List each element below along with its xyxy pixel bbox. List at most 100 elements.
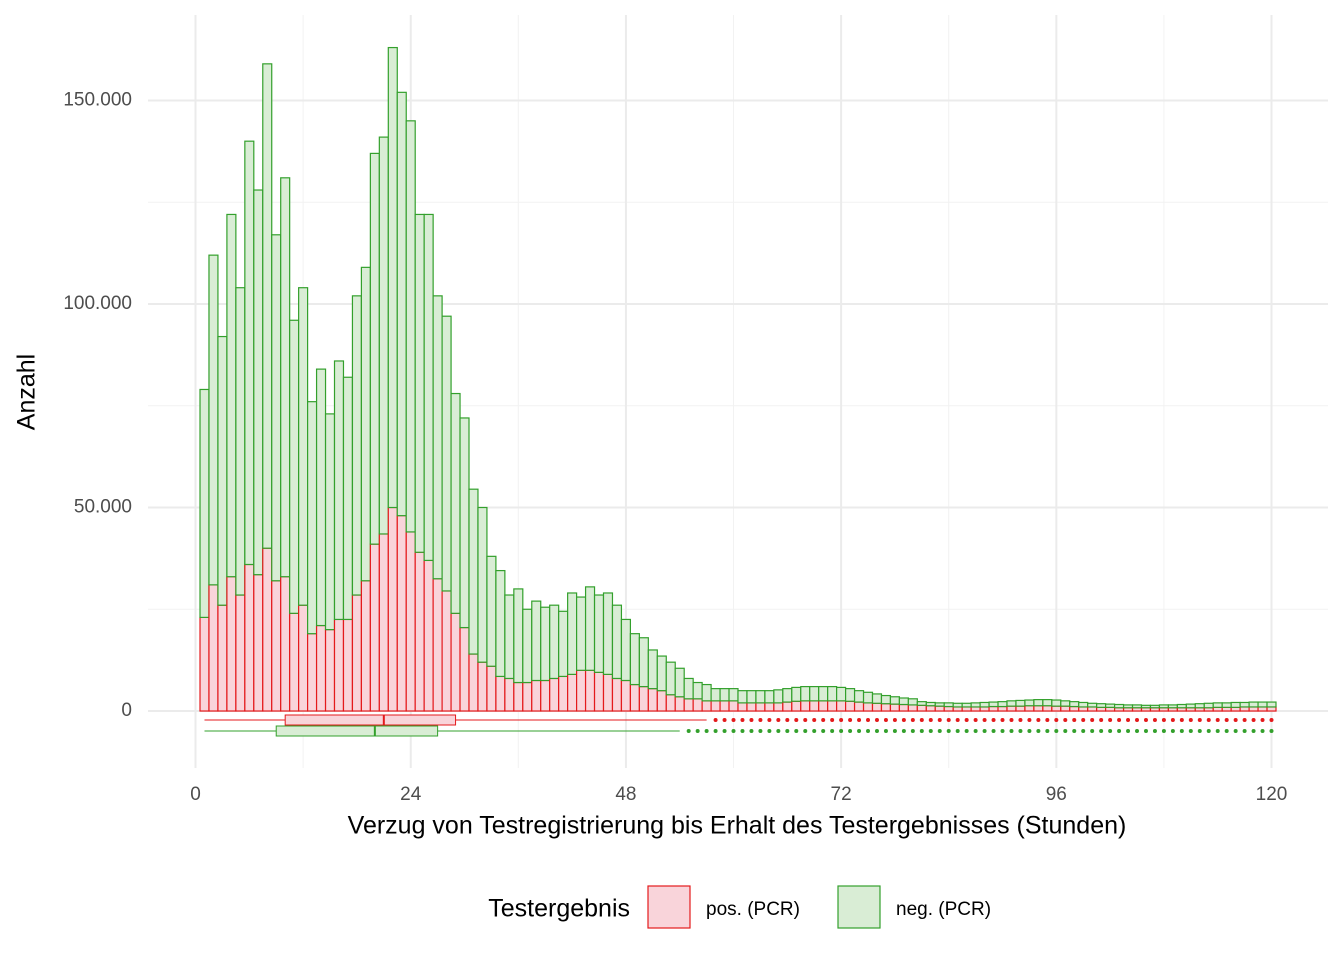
bar xyxy=(1096,703,1107,708)
outlier xyxy=(928,729,933,733)
outlier xyxy=(722,718,727,722)
bar xyxy=(289,319,300,614)
bar xyxy=(710,688,721,702)
y-tick-label: 100.000 xyxy=(63,293,132,314)
bar xyxy=(531,679,542,712)
outlier xyxy=(1027,718,1032,722)
outlier xyxy=(1009,729,1014,733)
x-tick-label: 120 xyxy=(1256,784,1288,805)
bar xyxy=(602,673,614,712)
outlier xyxy=(928,718,933,722)
outlier xyxy=(1063,729,1068,733)
outlier xyxy=(892,718,897,722)
outlier xyxy=(892,729,897,733)
bar xyxy=(809,700,820,712)
bar xyxy=(289,612,300,712)
bar xyxy=(405,531,416,712)
outlier xyxy=(1117,718,1122,722)
outlier xyxy=(1233,729,1238,733)
outlier xyxy=(1269,718,1274,722)
bar xyxy=(432,295,443,580)
outlier xyxy=(1179,718,1184,722)
outlier xyxy=(1036,729,1041,733)
x-tick-label: 24 xyxy=(400,784,422,805)
bar xyxy=(674,667,685,698)
outlier xyxy=(1251,729,1256,733)
outlier xyxy=(1108,718,1113,722)
bar xyxy=(342,618,354,712)
bar xyxy=(620,618,632,682)
outlier xyxy=(830,729,835,733)
bar xyxy=(737,690,748,704)
bar xyxy=(970,706,981,712)
legend-key xyxy=(837,885,881,929)
bar xyxy=(1051,705,1062,712)
outlier xyxy=(740,729,745,733)
outlier xyxy=(1206,729,1211,733)
outlier xyxy=(1072,729,1077,733)
outlier xyxy=(821,729,826,733)
x-tick-label: 0 xyxy=(190,784,201,805)
outlier xyxy=(839,718,844,722)
bar xyxy=(1069,705,1080,712)
outlier xyxy=(776,729,781,733)
outlier xyxy=(758,718,763,722)
outlier xyxy=(973,729,978,733)
bar xyxy=(513,588,524,684)
outlier xyxy=(1054,718,1059,722)
bar xyxy=(638,637,649,688)
bar xyxy=(719,688,730,702)
outlier xyxy=(731,729,736,733)
bar xyxy=(943,705,954,712)
bar xyxy=(1006,700,1017,707)
bar xyxy=(871,693,883,704)
outlier xyxy=(973,718,978,722)
outlier xyxy=(964,718,969,722)
outlier xyxy=(1036,718,1041,722)
bar xyxy=(862,702,874,712)
outlier xyxy=(1188,718,1193,722)
bar xyxy=(199,388,210,619)
outlier xyxy=(1161,729,1166,733)
legend-title: Testergebnis xyxy=(488,895,630,923)
bar xyxy=(378,533,389,712)
outlier xyxy=(758,729,763,733)
outlier xyxy=(794,718,799,722)
bar xyxy=(307,401,318,635)
bar xyxy=(387,506,398,712)
bar xyxy=(1266,701,1277,708)
bar xyxy=(262,547,273,712)
bar xyxy=(468,488,479,655)
x-tick-label: 48 xyxy=(615,784,636,805)
bar xyxy=(1257,701,1268,708)
bar xyxy=(378,136,389,535)
bar xyxy=(853,701,865,712)
outlier xyxy=(1099,729,1104,733)
bar xyxy=(961,706,972,712)
outlier xyxy=(713,729,718,733)
bar xyxy=(710,700,721,712)
bar xyxy=(701,683,712,702)
bar xyxy=(629,633,640,686)
outlier xyxy=(1108,729,1113,733)
bar xyxy=(253,574,264,712)
bar xyxy=(746,690,757,704)
bar xyxy=(898,703,909,712)
outlier xyxy=(785,718,790,722)
bar xyxy=(199,616,210,712)
bar xyxy=(423,559,434,712)
bar xyxy=(701,700,712,712)
bar xyxy=(934,705,945,712)
bar xyxy=(755,702,766,712)
bar xyxy=(280,576,291,712)
legend-label: neg. (PCR) xyxy=(896,899,991,920)
outlier xyxy=(803,718,808,722)
bar xyxy=(746,702,757,712)
outlier xyxy=(1018,729,1023,733)
bar xyxy=(988,701,999,708)
legend-key xyxy=(647,885,691,929)
bar xyxy=(522,681,533,712)
bar xyxy=(387,46,398,509)
outlier xyxy=(1260,718,1265,722)
